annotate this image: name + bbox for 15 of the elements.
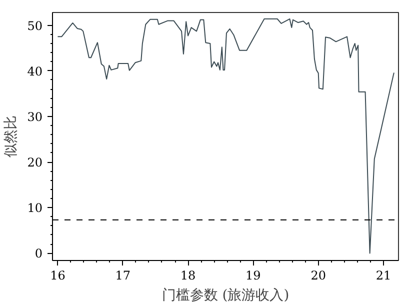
y-axis-title: 似然比: [3, 116, 20, 158]
x-tick-label: 18: [180, 268, 196, 282]
x-tick-label: 17: [115, 268, 131, 282]
y-tick-label: 0: [34, 246, 43, 261]
y-tick-label: 50: [27, 18, 43, 33]
x-axis-title: 门槛参数 (旅游收入): [162, 288, 290, 304]
x-tick-label: 19: [246, 268, 261, 282]
line-series: [57, 18, 394, 254]
x-tick-label: 20: [310, 268, 326, 282]
y-tick-label: 10: [27, 201, 43, 216]
x-tick-label: 16: [50, 268, 66, 282]
x-tick-label: 21: [376, 268, 392, 282]
y-tick-label: 40: [27, 64, 43, 78]
y-tick-label: 20: [27, 156, 43, 170]
y-tick-label: 30: [27, 110, 43, 124]
